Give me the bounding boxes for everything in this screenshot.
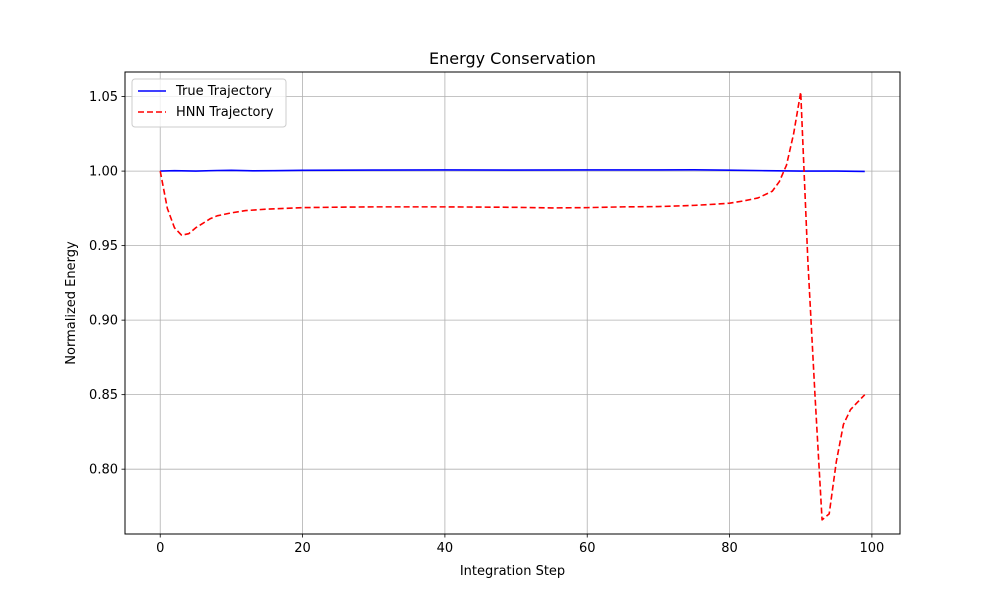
x-tick-label: 100 — [859, 541, 884, 556]
y-tick-label: 0.85 — [89, 388, 118, 403]
chart-title: Energy Conservation — [429, 49, 596, 68]
legend: True Trajectory HNN Trajectory — [131, 78, 287, 128]
y-axis-label: Normalized Energy — [64, 241, 79, 365]
x-tick-label: 20 — [294, 541, 311, 556]
x-tick-label: 60 — [579, 541, 596, 556]
y-tick-label: 1.00 — [89, 165, 118, 180]
y-tick-label: 1.05 — [89, 90, 118, 105]
x-axis-label: Integration Step — [460, 564, 565, 579]
legend-box — [131, 78, 287, 128]
x-tick-label: 0 — [156, 541, 164, 556]
y-axis-ticks: 0.80 0.85 0.90 0.95 1.00 1.05 — [89, 90, 125, 478]
series-line-true-trajectory — [160, 168, 865, 173]
x-tick-label: 40 — [437, 541, 454, 556]
plot-area-frame — [124, 71, 901, 535]
y-tick-label: 0.90 — [89, 314, 118, 329]
series-line-hnn-trajectory — [159, 91, 866, 521]
y-tick-label: 0.80 — [89, 463, 118, 478]
legend-label-hnn-trajectory: HNN Trajectory — [176, 105, 274, 120]
legend-label-true-trajectory: True Trajectory — [175, 84, 272, 99]
grid-lines — [125, 72, 900, 534]
x-tick-label: 80 — [721, 541, 738, 556]
series-lines — [159, 91, 866, 521]
x-axis-ticks: 0 20 40 60 80 100 — [156, 534, 884, 556]
y-tick-label: 0.95 — [89, 239, 118, 254]
